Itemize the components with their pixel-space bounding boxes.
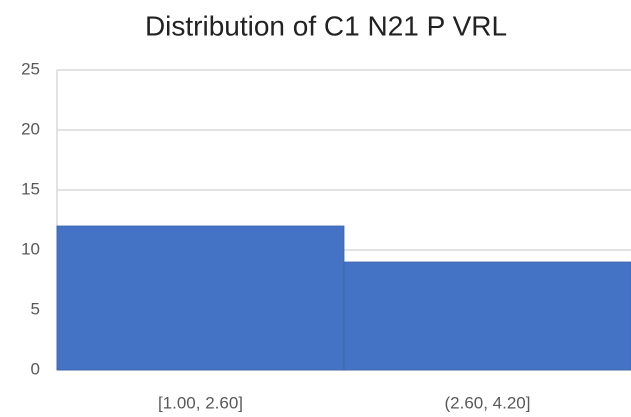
bar (56, 225, 345, 371)
bar (343, 261, 631, 371)
x-tick-label: [1.00, 2.60] (158, 393, 243, 412)
y-tick-label: 0 (31, 359, 40, 378)
y-tick-label: 15 (21, 179, 40, 198)
y-tick-label: 25 (21, 59, 40, 78)
chart-title: Distribution of C1 N21 P VRL (145, 10, 507, 41)
y-tick-label: 20 (21, 119, 40, 138)
x-tick-label: (2.60, 4.20] (444, 393, 530, 412)
y-tick-label: 10 (21, 239, 40, 258)
y-tick-label: 5 (31, 299, 40, 318)
